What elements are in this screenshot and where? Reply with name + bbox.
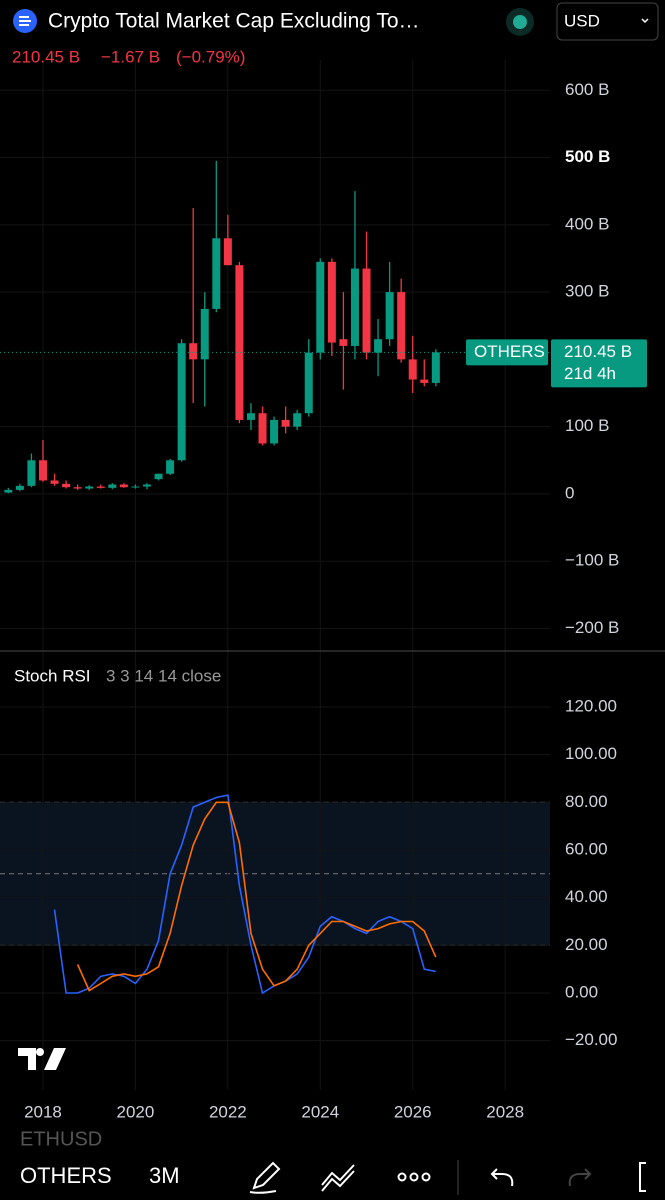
y-tick-label: −200 B	[565, 618, 619, 637]
y-tick-label: 500 B	[565, 147, 610, 166]
candle-body	[177, 343, 186, 461]
candle-body	[73, 487, 82, 489]
candle-body	[281, 419, 290, 427]
price: 210.45 B	[12, 47, 80, 66]
more-icon[interactable]	[397, 1172, 431, 1182]
y-tick-label: 120.00	[565, 696, 617, 715]
candle-body	[108, 484, 117, 488]
candle-body	[431, 352, 440, 383]
y-tick-label: 80.00	[565, 792, 608, 811]
candle-body	[374, 339, 383, 353]
candle-body	[235, 265, 244, 420]
candle-body	[50, 480, 59, 484]
candle-body	[131, 486, 140, 488]
toolbar-symbol[interactable]: OTHERS	[20, 1163, 112, 1188]
y-tick-label: −20.00	[565, 1030, 617, 1049]
candle-body	[15, 485, 24, 490]
candle-body	[27, 460, 36, 486]
candle-body	[142, 484, 151, 487]
y-tick-label: 60.00	[565, 839, 608, 858]
draw-icon[interactable]	[249, 1161, 281, 1194]
candle-body	[154, 473, 163, 480]
chart-title: Crypto Total Market Cap Excluding To…	[48, 10, 420, 33]
y-tick-label: 40.00	[565, 887, 608, 906]
candle-body	[200, 308, 209, 360]
countdown-label: 21d 4h	[564, 364, 616, 383]
toolbar-interval[interactable]: 3M	[149, 1163, 180, 1188]
symbol-label: OTHERS	[474, 342, 545, 361]
candle-body	[96, 486, 105, 488]
y-tick-label: 100.00	[565, 744, 617, 763]
candle-body	[316, 261, 325, 353]
price-label-bg	[551, 339, 647, 388]
y-tick-label: 600 B	[565, 80, 609, 99]
candle-body	[189, 343, 198, 360]
y-tick-label: 0.00	[565, 982, 598, 1001]
candle-body	[258, 413, 267, 444]
candle-body	[350, 268, 359, 346]
candle-body	[4, 489, 13, 493]
candle-body	[85, 486, 94, 489]
x-tick-label: 2022	[209, 1102, 247, 1121]
y-tick-label: 0	[565, 483, 574, 502]
y-tick-label: 300 B	[565, 282, 609, 301]
fullscreen-icon[interactable]	[639, 1162, 646, 1192]
candle-body	[166, 460, 175, 474]
candle-body	[408, 359, 417, 380]
currency-label: USD	[564, 11, 600, 30]
x-tick-label: 2028	[486, 1102, 524, 1121]
candle-body	[293, 413, 302, 427]
indicator-name: Stoch RSI	[14, 666, 91, 685]
candle-body	[339, 339, 348, 346]
candle-body	[385, 292, 394, 340]
candle-body	[223, 238, 232, 266]
price-label: 210.45 B	[564, 342, 632, 361]
candle-body	[362, 268, 371, 353]
currency-select[interactable]	[556, 2, 659, 41]
candle-body	[119, 484, 128, 488]
candle-body	[270, 419, 279, 444]
symbol-icon-glyph	[19, 16, 31, 26]
marks-layer	[0, 160, 550, 995]
redo-icon[interactable]	[568, 1168, 592, 1187]
candle-body	[420, 379, 429, 383]
undo-icon[interactable]	[490, 1168, 514, 1187]
tv-logo	[18, 1048, 66, 1070]
x-tick-label: 2018	[24, 1102, 62, 1121]
tab-partial[interactable]: ETHUSD	[20, 1128, 102, 1150]
candle-body	[397, 292, 406, 360]
candle-body	[212, 238, 221, 309]
x-tick-label: 2026	[394, 1102, 432, 1121]
change-pct: (−0.79%)	[176, 47, 245, 66]
symbol-label-bg	[466, 339, 548, 366]
y-tick-label: 400 B	[565, 214, 609, 233]
indicator-params: 3 3 14 14 close	[106, 666, 221, 685]
candle-body	[62, 483, 71, 488]
tv-logo-dot	[36, 1048, 44, 1056]
change: −1.67 B	[101, 47, 160, 66]
candle-body	[38, 460, 47, 481]
stoch-line	[76, 801, 437, 992]
grid-layer	[0, 60, 550, 1090]
candle-body	[246, 413, 255, 420]
toolbar	[0, 1152, 665, 1200]
dropdown-caret	[641, 18, 649, 24]
y-tick-label: 20.00	[565, 935, 608, 954]
candle-body	[304, 352, 313, 414]
candle-body	[327, 261, 336, 343]
x-tick-label: 2020	[117, 1102, 155, 1121]
x-tick-label: 2024	[301, 1102, 339, 1121]
y-tick-label: 100 B	[565, 416, 609, 435]
indicators-icon[interactable]	[321, 1164, 355, 1192]
status-dot	[513, 15, 527, 29]
y-tick-label: −100 B	[565, 551, 619, 570]
